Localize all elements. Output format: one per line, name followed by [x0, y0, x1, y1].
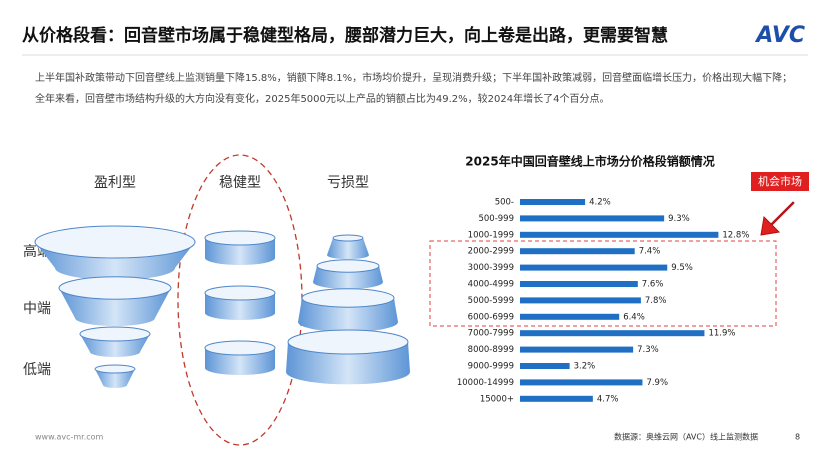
category-label: 500-999	[478, 214, 514, 224]
row-label: 低端	[23, 362, 51, 378]
funnel-shape	[205, 238, 275, 265]
column-label: 盈利型	[94, 175, 136, 191]
arrow	[760, 201, 795, 236]
funnel-top	[34, 225, 196, 259]
category-label: 10000-14999	[457, 378, 514, 388]
chart-title: 2025年中国回音壁线上市场分价格段销额情况	[465, 154, 714, 169]
value-label: 4.2%	[589, 198, 611, 208]
category-label: 1000-1999	[468, 230, 514, 240]
annotation: 机会市场	[758, 174, 802, 188]
category-label: 2000-2999	[468, 247, 514, 257]
bar	[520, 346, 634, 353]
category-label: 3000-3999	[468, 263, 514, 273]
annotation-box	[751, 172, 809, 191]
slide-title: 从价格段看：回音壁市场属于稳健型格局，腰部潜力巨大，向上卷是出路，更需要智慧	[22, 25, 668, 46]
value-label: 9.5%	[671, 263, 693, 273]
funnel-top	[94, 364, 136, 374]
category-label: 500-	[495, 198, 514, 208]
bar	[520, 281, 638, 287]
column-label: 亏损型	[327, 175, 369, 191]
value-label: 7.6%	[642, 280, 664, 290]
logo: AVC	[754, 23, 805, 48]
bar	[520, 330, 705, 337]
column-label: 稳健型	[219, 175, 261, 191]
category-label: 5000-5999	[468, 296, 514, 306]
category-label: 8000-8999	[468, 345, 514, 355]
category-label: 15000+	[480, 394, 514, 404]
footer-source: 数据源：奥维云网（AVC）线上监测数据	[614, 432, 758, 442]
footer-url: www.avc-mr.com	[35, 433, 104, 442]
funnel-top	[316, 259, 380, 273]
bar	[520, 297, 641, 304]
funnel-shape	[205, 293, 275, 320]
funnel-top	[79, 326, 151, 342]
bar	[520, 215, 665, 222]
bar	[520, 264, 668, 271]
funnel-top	[204, 340, 276, 356]
funnel-shape	[327, 238, 369, 260]
funnel-top	[204, 230, 276, 246]
funnel-top	[332, 234, 364, 242]
category-label: 6000-6999	[468, 312, 514, 322]
highlight-box	[429, 240, 777, 327]
bar	[520, 379, 643, 386]
category-label: 9000-9999	[468, 362, 514, 372]
value-label: 4.7%	[597, 394, 619, 404]
value-label: 11.9%	[708, 329, 735, 339]
bar	[520, 313, 620, 320]
bar	[520, 395, 593, 402]
value-label: 3.2%	[574, 362, 596, 372]
category-label: 4000-4999	[468, 280, 514, 290]
body-text: 全年来看，回音壁市场结构升级的大方向没有变化，2025年5000元以上产品的销额…	[35, 92, 609, 105]
funnel-shape	[95, 369, 135, 388]
funnel-shape	[313, 266, 383, 289]
page-number: 8	[795, 433, 800, 442]
value-label: 7.8%	[645, 296, 667, 306]
funnel-top	[204, 285, 276, 301]
value-label: 7.9%	[646, 378, 668, 388]
bar	[520, 231, 719, 238]
funnel-shape	[298, 298, 398, 332]
value-label: 12.8%	[722, 230, 749, 240]
bar	[520, 363, 570, 369]
bar	[520, 248, 635, 255]
row-label: 中端	[23, 301, 51, 317]
body-text: 上半年国补政策带动下回音壁线上监测销量下降15.8%，销额下降8.1%，市场均价…	[35, 71, 792, 84]
funnel-top	[58, 276, 172, 300]
category-label: 7000-7999	[468, 329, 514, 339]
value-label: 7.3%	[637, 345, 659, 355]
value-label: 9.3%	[668, 214, 690, 224]
bar	[520, 199, 586, 205]
funnel-top	[287, 329, 409, 355]
funnel-shape	[205, 348, 275, 375]
funnel-top	[301, 288, 395, 308]
value-label: 6.4%	[623, 312, 645, 322]
value-label: 7.4%	[639, 247, 661, 257]
